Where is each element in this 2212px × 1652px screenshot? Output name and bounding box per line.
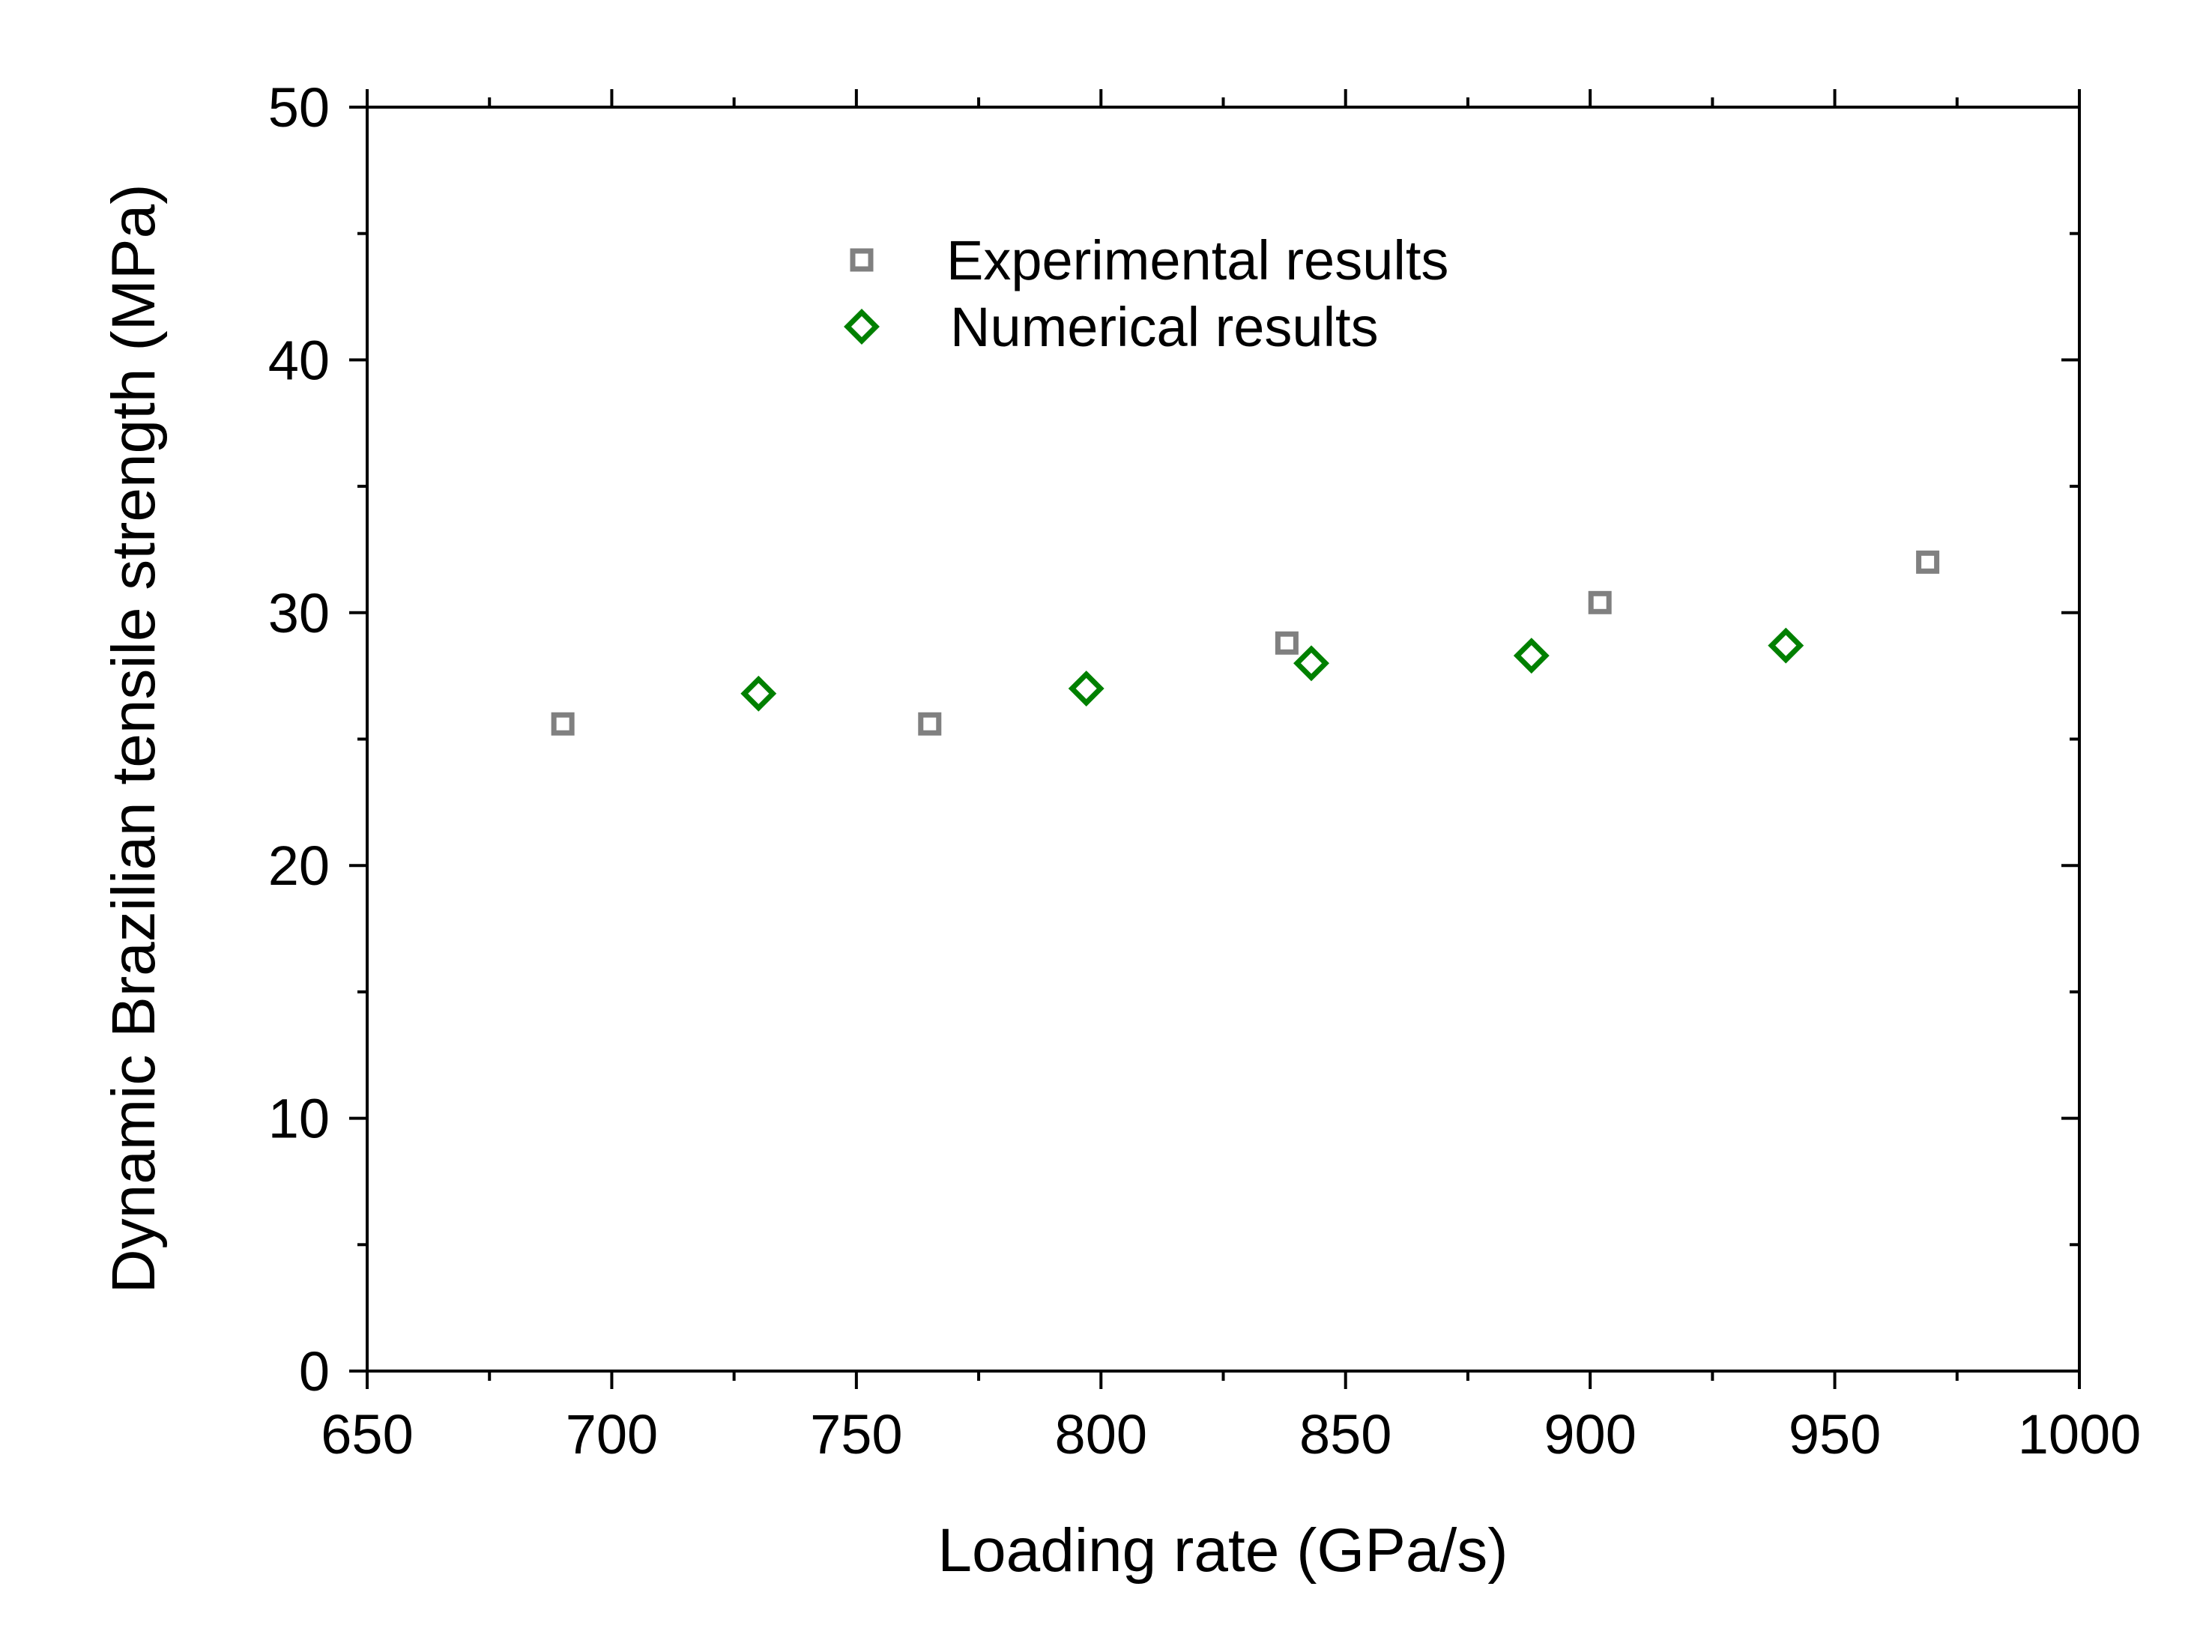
- x-tick-label: 1000: [2018, 1403, 2142, 1465]
- x-tick-label: 750: [810, 1403, 902, 1465]
- y-tick-label: 30: [268, 582, 330, 644]
- marks-layer: [551, 550, 1940, 736]
- numerical-point: [1293, 645, 1329, 682]
- x-tick-label: 700: [566, 1403, 658, 1465]
- numerical-point: [1768, 627, 1804, 664]
- experimental-point: [1916, 550, 1940, 574]
- numerical-point: [1513, 638, 1550, 674]
- tick-labels-layer: 650 700 750 800 850 900 950 1000 0 10 20 30 40 50: [268, 76, 2142, 1465]
- y-tick-label: 10: [268, 1088, 330, 1150]
- y-tick-label: 0: [299, 1340, 330, 1403]
- experimental-point: [1588, 590, 1612, 614]
- legend-label: Experimental results: [946, 229, 1448, 291]
- y-tick-label: 20: [268, 835, 330, 897]
- x-tick-label: 850: [1299, 1403, 1391, 1465]
- y-tick-label: 40: [268, 329, 330, 391]
- x-tick-label: 950: [1789, 1403, 1881, 1465]
- x-tick-label: 800: [1055, 1403, 1147, 1465]
- x-axis-title: Loading rate (GPa/s): [937, 1516, 1508, 1585]
- numerical-point: [740, 675, 777, 712]
- x-tick-label: 650: [321, 1403, 413, 1465]
- y-axis-title: Dynamic Brazilian tensile strength (MPa): [100, 184, 168, 1293]
- x-tick-label: 900: [1544, 1403, 1636, 1465]
- y-tick-label: 50: [268, 76, 330, 139]
- experimental-point: [918, 712, 942, 736]
- legend-label: Numerical results: [950, 296, 1379, 358]
- numerical-point: [1068, 671, 1105, 707]
- legend-diamond-icon: [844, 309, 880, 345]
- ticks-layer: [349, 89, 2081, 1389]
- legend-square-icon: [850, 248, 874, 272]
- experimental-point: [551, 712, 575, 736]
- experimental-point: [1275, 631, 1299, 655]
